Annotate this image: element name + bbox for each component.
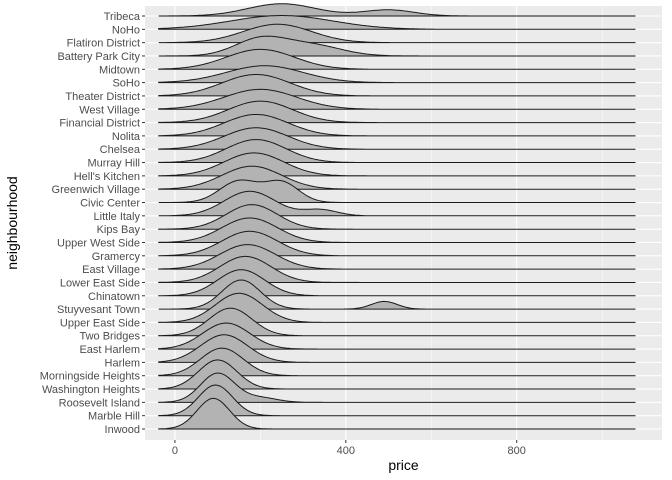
y-tick-label: Chelsea [100,144,141,156]
ridge-lower-east-side [158,255,636,283]
y-tick-label: Greenwich Village [52,184,140,196]
x-axis: 0 400 800 [172,440,526,457]
y-tick-label: Midtown [99,64,140,76]
y-tick-label: SoHo [112,78,140,90]
ridges [158,3,636,430]
y-tick-label: Hell's Kitchen [74,171,140,183]
y-tick-label: Financial District [59,118,140,130]
ridge-little-italy [158,190,636,217]
y-tick-label: Civic Center [80,198,140,210]
y-tick-label: Inwood [105,424,140,436]
y-tick-label: Morningside Heights [40,371,141,383]
ridge-upper-west-side [158,217,636,243]
y-tick-label: Chinatown [88,291,140,303]
y-tick-label: Upper West Side [57,237,140,249]
y-tick-label: Two Bridges [79,331,140,343]
y-tick-label: Roosevelt Island [59,397,140,409]
ridge-hell-s-kitchen [158,152,636,177]
y-tick-label: Tribeca [104,11,141,23]
ridge-upper-east-side [158,292,636,323]
ridge-chelsea [158,127,636,150]
ridge-murray-hill [158,139,636,163]
ridge-battery-park-city [158,35,636,57]
ridge-nolita [158,114,636,137]
ridge-theater-district [158,74,636,97]
ridge-east-village [158,244,636,270]
y-tick-label: Kips Bay [97,224,141,236]
ridge-kips-bay [158,204,636,230]
y-tick-label: Little Italy [94,211,141,223]
y-tick-label: Flatiron District [67,38,140,50]
x-axis-title: price [388,457,419,473]
ridge-inwood [158,397,636,430]
y-tick-label: Lower East Side [60,277,140,289]
y-tick-label: Gramercy [92,251,141,263]
y-tick-label: Theater District [65,91,140,103]
y-tick-label: Upper East Side [60,317,140,329]
y-tick-label: West Village [79,104,140,116]
y-tick-label: Marble Hill [88,411,140,423]
y-tick-label: Washington Heights [42,384,141,396]
y-tick-label: Murray Hill [87,158,140,170]
ridge-midtown [158,48,636,70]
ridge-chinatown [158,269,636,297]
ridge-civic-center [158,179,636,203]
x-tick-label: 800 [508,445,526,457]
y-tick-label: Nolita [112,131,141,143]
y-tick-label: East Village [82,264,140,276]
y-tick-label: Battery Park City [57,51,140,63]
ridge-gramercy [158,230,636,257]
y-tick-label: NoHo [112,24,140,36]
x-tick-label: 400 [337,445,355,457]
y-tick-label: Stuyvesant Town [57,304,140,316]
y-tick-label: Harlem [105,357,140,369]
x-tick-label: 0 [172,445,178,457]
y-axis-title: neighbourhood [4,176,20,269]
y-tick-label: East Harlem [79,344,140,356]
ridge-stuyvesant-town [158,279,636,310]
ridge-financial-district [158,100,636,124]
ridge-tribeca [158,3,636,17]
